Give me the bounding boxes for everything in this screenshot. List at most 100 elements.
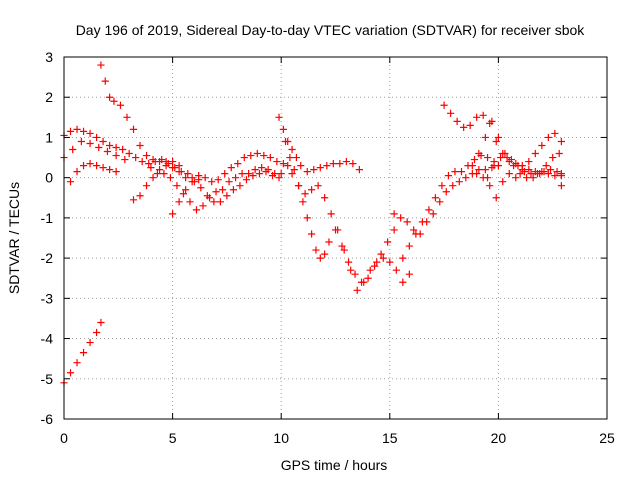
data-point — [136, 192, 144, 200]
data-point — [557, 170, 565, 178]
plot-frame — [63, 56, 608, 420]
data-point — [557, 182, 565, 190]
data-point — [503, 153, 511, 162]
data-point — [542, 162, 550, 170]
data-point — [481, 133, 489, 142]
data-point — [470, 155, 479, 164]
data-point — [223, 192, 231, 200]
data-point — [203, 192, 211, 200]
data-point — [218, 186, 227, 194]
data-point — [99, 137, 107, 146]
data-point — [188, 174, 196, 182]
data-point — [92, 328, 101, 337]
data-point — [492, 194, 500, 202]
data-point — [129, 125, 138, 133]
data-point — [106, 93, 114, 101]
data-point — [447, 109, 455, 117]
data-point — [238, 170, 246, 178]
data-point — [103, 147, 112, 156]
data-point — [457, 168, 466, 176]
data-point — [212, 188, 220, 196]
data-point — [125, 149, 133, 158]
data-point — [92, 162, 101, 170]
data-point — [507, 155, 516, 164]
data-point — [553, 168, 561, 176]
data-point — [460, 123, 468, 131]
data-point — [273, 157, 281, 166]
data-point — [112, 151, 120, 160]
data-point — [310, 166, 318, 174]
data-point — [281, 137, 290, 146]
data-point — [555, 149, 563, 158]
data-point — [275, 174, 283, 182]
y-tick-label: -6 — [41, 411, 54, 427]
data-point — [266, 153, 274, 162]
data-point — [121, 155, 129, 164]
series-arc-q — [473, 129, 565, 202]
data-point — [410, 226, 418, 234]
data-point — [303, 168, 311, 176]
data-point — [145, 159, 153, 168]
data-point — [308, 230, 316, 238]
data-point — [518, 166, 526, 174]
y-tick-label: -5 — [41, 371, 54, 387]
data-point — [284, 162, 292, 170]
data-point — [262, 168, 270, 176]
data-point — [392, 266, 400, 274]
data-point — [494, 133, 502, 142]
data-point — [449, 182, 457, 190]
data-point — [344, 258, 353, 266]
data-point — [97, 61, 105, 69]
data-point — [340, 246, 348, 254]
data-point — [323, 162, 331, 170]
x-tick-label: 20 — [491, 430, 507, 446]
data-point — [384, 238, 392, 246]
data-point — [221, 170, 229, 178]
data-point — [79, 349, 88, 357]
data-point — [483, 174, 492, 182]
data-point — [536, 170, 544, 178]
data-point — [546, 166, 555, 174]
data-point — [79, 127, 88, 136]
y-tick-labels: -6 -5 -4 -3 -2 -1 0 1 2 3 — [41, 49, 54, 427]
data-point — [399, 278, 407, 286]
data-point — [227, 164, 235, 172]
data-point — [147, 164, 155, 172]
series-arc-m — [390, 162, 502, 238]
y-tick-label: -3 — [41, 290, 54, 306]
data-point — [119, 145, 127, 154]
data-point — [110, 97, 118, 105]
data-point — [351, 270, 359, 278]
series-arc-b — [60, 137, 129, 164]
data-point — [112, 168, 120, 176]
data-point — [197, 184, 205, 192]
data-point — [314, 182, 322, 190]
data-point — [303, 214, 311, 222]
data-point — [166, 174, 175, 182]
data-point — [231, 174, 240, 182]
data-point — [338, 242, 346, 250]
data-point — [275, 113, 283, 121]
data-point — [475, 149, 483, 158]
data-point — [523, 174, 531, 182]
data-point — [431, 194, 440, 202]
data-point — [86, 139, 94, 148]
y-axis-label: SDTVAR / TECUs — [6, 182, 22, 294]
data-point — [169, 210, 177, 218]
data-point — [466, 121, 474, 129]
data-point — [277, 170, 285, 178]
data-point — [390, 226, 398, 234]
data-point — [234, 159, 242, 168]
data-point — [142, 182, 151, 190]
data-point — [175, 168, 183, 176]
data-point — [182, 174, 190, 182]
data-point — [321, 194, 329, 202]
data-point — [251, 166, 259, 174]
data-point — [442, 188, 450, 196]
data-point — [488, 117, 496, 125]
data-point — [390, 210, 398, 218]
data-point — [399, 254, 407, 262]
data-point — [412, 230, 420, 238]
data-point — [86, 338, 94, 347]
